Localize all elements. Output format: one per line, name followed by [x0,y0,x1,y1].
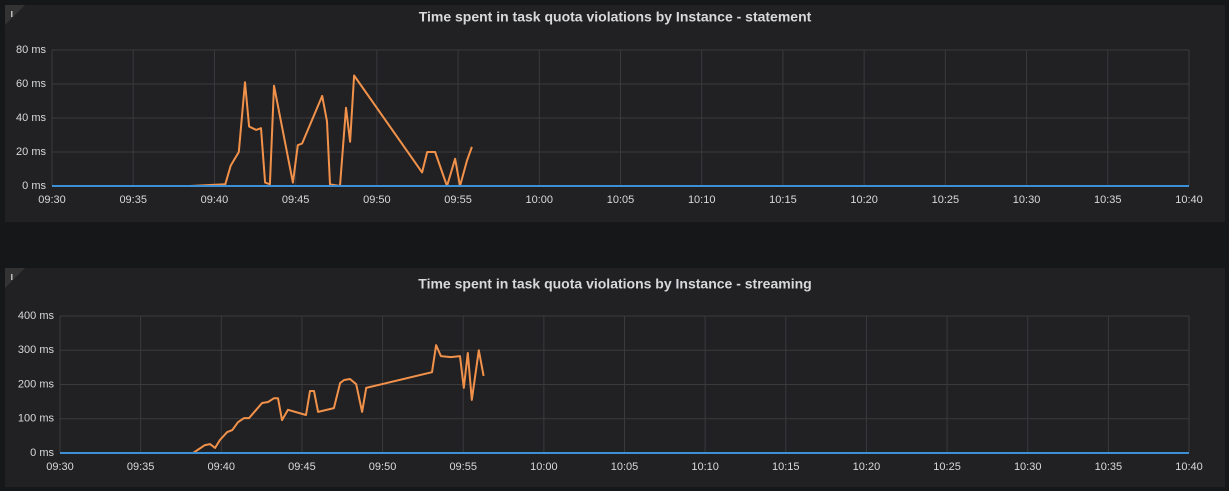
y-tick-label: 40 ms [16,112,46,124]
x-tick-label: 10:15 [772,461,800,473]
info-icon [11,11,13,17]
series-line [190,74,473,187]
x-tick-label: 10:35 [1095,461,1123,473]
x-tick-label: 10:00 [530,461,558,473]
chart-title: Time spent in task quota violations by I… [418,276,811,292]
x-tick-label: 09:30 [38,194,66,206]
info-icon [11,274,13,280]
x-tick-label: 10:20 [853,461,881,473]
x-tick-label: 09:55 [449,461,477,473]
x-tick-label: 10:25 [933,461,961,473]
panel [5,268,1225,487]
y-tick-label: 200 ms [18,378,55,390]
x-tick-label: 10:30 [1013,194,1041,206]
x-tick-label: 09:35 [119,194,147,206]
x-tick-label: 10:10 [688,194,716,206]
chart-title: Time spent in task quota violations by I… [419,9,812,25]
x-tick-label: 10:00 [526,194,554,206]
series-line [192,344,485,454]
x-tick-label: 09:40 [208,461,236,473]
x-tick-label: 10:10 [691,461,719,473]
x-tick-label: 10:40 [1175,194,1203,206]
y-tick-label: 20 ms [16,146,46,158]
x-tick-label: 10:25 [932,194,960,206]
x-tick-label: 09:30 [46,461,74,473]
x-tick-label: 10:40 [1175,461,1203,473]
x-tick-label: 09:50 [369,461,397,473]
panel [5,5,1225,222]
x-tick-label: 09:50 [363,194,391,206]
info-corner[interactable] [5,268,25,288]
x-tick-label: 09:40 [201,194,229,206]
x-tick-label: 09:35 [127,461,155,473]
info-corner[interactable] [5,5,25,25]
x-tick-label: 09:55 [444,194,472,206]
x-tick-label: 09:45 [288,461,316,473]
x-tick-label: 09:45 [282,194,310,206]
y-tick-label: 0 ms [30,447,54,459]
y-tick-label: 100 ms [18,413,55,425]
x-tick-label: 10:20 [850,194,878,206]
y-tick-label: 300 ms [18,344,55,356]
y-tick-label: 0 ms [22,180,46,192]
y-tick-label: 400 ms [18,310,55,322]
x-tick-label: 10:15 [769,194,797,206]
y-tick-label: 80 ms [16,44,46,56]
x-tick-label: 10:05 [611,461,639,473]
x-tick-label: 10:05 [607,194,635,206]
y-tick-label: 60 ms [16,78,46,90]
x-tick-label: 10:30 [1014,461,1042,473]
x-tick-label: 10:35 [1094,194,1122,206]
